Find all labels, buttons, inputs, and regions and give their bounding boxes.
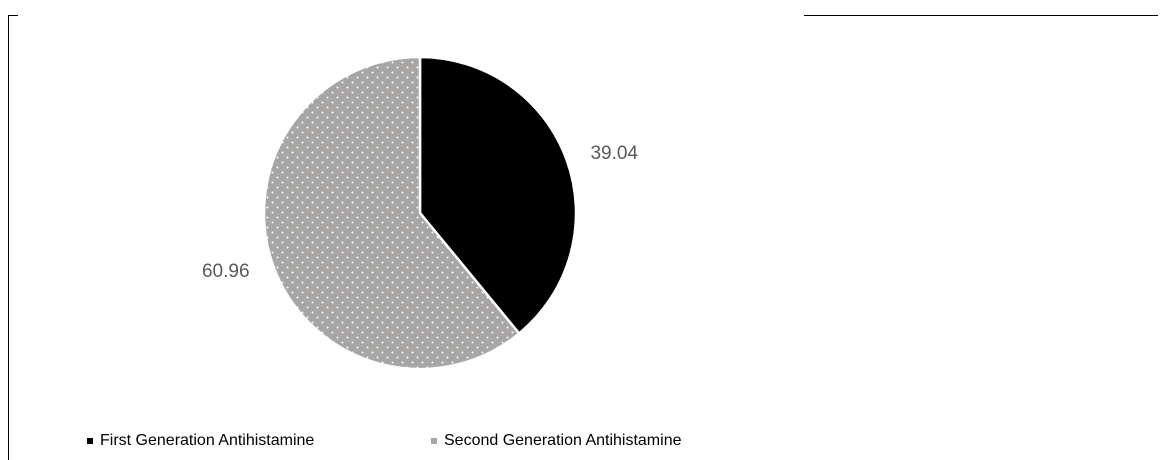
legend-item-first-generation: First Generation Antihistamine bbox=[87, 432, 314, 450]
legend-label-second-generation: Second Generation Antihistamine bbox=[444, 432, 682, 449]
pie-slice-second-generation bbox=[262, 55, 521, 371]
frame-top-left-border bbox=[8, 15, 18, 16]
legend-item-second-generation: Second Generation Antihistamine bbox=[431, 432, 681, 450]
frame-top-right-border bbox=[804, 15, 1158, 16]
data-label-first-generation: 39.04 bbox=[590, 143, 638, 164]
legend-swatch-first-generation bbox=[87, 438, 93, 444]
frame-left-border bbox=[8, 15, 9, 460]
pie-slice-first-generation bbox=[418, 55, 578, 335]
data-label-second-generation: 60.96 bbox=[202, 261, 250, 282]
legend-label-first-generation: First Generation Antihistamine bbox=[100, 432, 315, 449]
legend-swatch-second-generation bbox=[431, 438, 437, 444]
legend: First Generation Antihistamine Second Ge… bbox=[0, 432, 1167, 458]
